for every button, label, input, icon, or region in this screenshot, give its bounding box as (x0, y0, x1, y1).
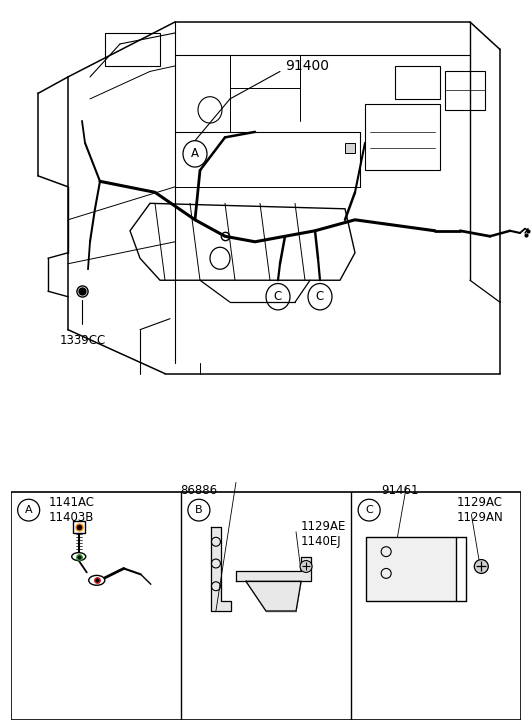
FancyBboxPatch shape (365, 105, 440, 170)
Text: 1339CC: 1339CC (60, 334, 106, 348)
FancyBboxPatch shape (366, 537, 456, 601)
Polygon shape (246, 582, 301, 611)
Text: C: C (274, 290, 282, 303)
Text: 1129AC: 1129AC (456, 496, 502, 509)
FancyBboxPatch shape (11, 492, 521, 720)
Polygon shape (211, 527, 231, 611)
Text: C: C (316, 290, 324, 303)
Text: 11403B: 11403B (49, 510, 94, 523)
FancyBboxPatch shape (105, 33, 160, 66)
Text: B: B (195, 505, 203, 515)
FancyBboxPatch shape (395, 66, 440, 99)
Text: 1141AC: 1141AC (49, 496, 95, 509)
Text: 1129AN: 1129AN (456, 510, 503, 523)
Circle shape (475, 560, 488, 574)
Ellipse shape (89, 575, 105, 585)
FancyBboxPatch shape (445, 71, 485, 110)
Ellipse shape (72, 553, 86, 561)
Text: C: C (365, 505, 373, 515)
Text: 1129AE: 1129AE (301, 521, 346, 534)
Text: 91461: 91461 (381, 484, 419, 497)
Text: 91400: 91400 (285, 59, 329, 73)
Text: A: A (191, 148, 199, 161)
Text: 86886: 86886 (180, 484, 218, 497)
Circle shape (300, 561, 312, 572)
Text: 1140EJ: 1140EJ (301, 535, 342, 548)
Polygon shape (236, 557, 311, 582)
Text: A: A (25, 505, 32, 515)
